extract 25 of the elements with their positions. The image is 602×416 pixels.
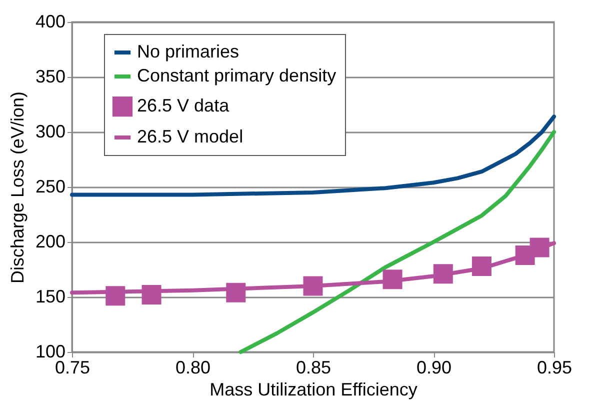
point — [142, 285, 162, 305]
point — [382, 270, 402, 290]
x-tick-label: 0.90 — [416, 358, 452, 378]
line-series — [70, 114, 556, 197]
y-tick-label: 350 — [35, 66, 66, 86]
x-tick-label: 0.95 — [536, 358, 572, 378]
point — [433, 264, 453, 284]
legend-label: No primaries — [137, 42, 240, 62]
y-tick-label: 200 — [35, 232, 66, 252]
y-tick-label: 400 — [35, 12, 66, 32]
point — [106, 286, 126, 306]
x-axis-title: Mass Utilization Efficiency — [210, 380, 418, 400]
x-tick-label: 0.85 — [296, 358, 332, 378]
y-tick-label: 250 — [35, 176, 66, 196]
point — [226, 282, 246, 302]
legend-label: 26.5 V model — [137, 126, 244, 146]
legend-label: 26.5 V data — [137, 96, 230, 116]
y-tick-label: 300 — [35, 122, 66, 142]
point — [303, 276, 323, 296]
point — [472, 256, 492, 276]
x-tick-label: 0.80 — [175, 358, 211, 378]
y-axis-title: Discharge Loss (eV/ion) — [7, 91, 28, 284]
legend-label: Constant primary density — [137, 66, 336, 86]
y-tick-label: 150 — [35, 286, 66, 306]
point — [530, 238, 550, 258]
